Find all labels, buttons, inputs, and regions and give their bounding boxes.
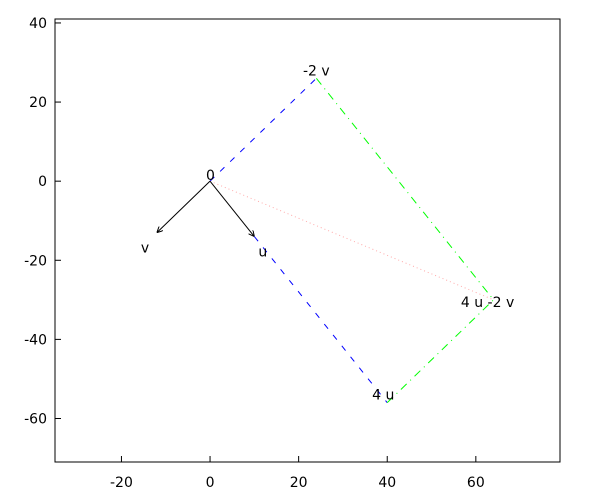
segment-dashed: [253, 236, 388, 403]
x-tick-label: -20: [110, 475, 133, 491]
axes: -20 0 20 40 60 -60 -40 -20 0 20 40: [24, 16, 485, 491]
point-label: -2 v: [303, 63, 330, 79]
plot-frame: [54, 18, 561, 463]
x-tick-label: 60: [467, 475, 485, 491]
y-tick-label: -40: [24, 332, 47, 348]
x-tick-label: 40: [378, 475, 396, 491]
y-tick-label: 0: [38, 174, 47, 190]
point-label: 4 u -2 v: [461, 295, 514, 311]
point-label: 0: [206, 168, 215, 184]
vector-v: [157, 180, 211, 232]
segment-dashed: [209, 77, 317, 182]
x-tick-label: 20: [290, 475, 308, 491]
x-tick-label: 0: [206, 475, 215, 491]
segment-dotted: [209, 180, 494, 301]
vector-label-v: v: [141, 241, 149, 257]
y-tick-label: -60: [24, 411, 47, 427]
segment-dash-dot: [315, 78, 494, 301]
vector-u: [209, 180, 254, 236]
y-tick-label: 20: [29, 95, 47, 111]
point-label: 4 u: [372, 388, 394, 404]
plot-area: u v 0 -2 v 4 u 4 u -2 v: [141, 63, 514, 403]
y-tick-label: -20: [24, 253, 47, 269]
vector-label-u: u: [258, 245, 267, 261]
segment-dash-dot: [386, 299, 494, 404]
y-tick-label: 40: [29, 16, 47, 32]
